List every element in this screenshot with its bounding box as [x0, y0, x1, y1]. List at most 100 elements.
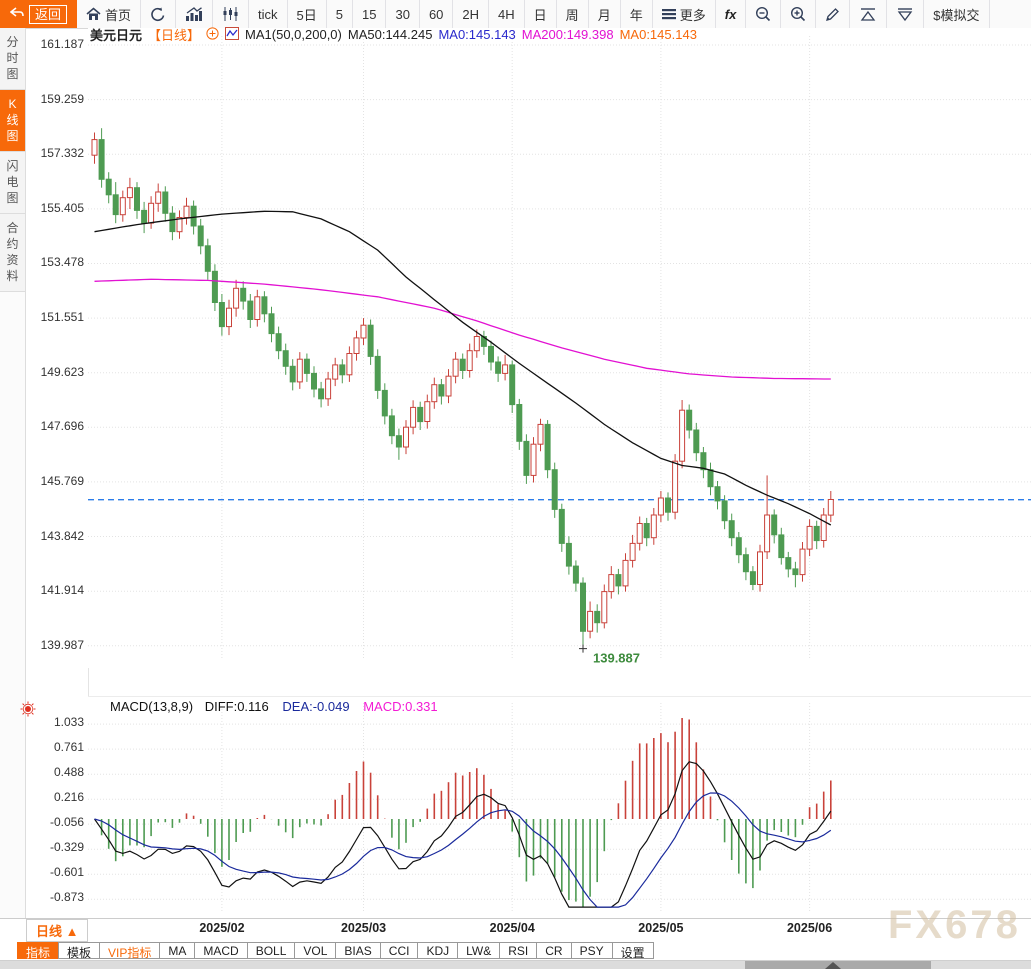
month-axis-label: 2025/04: [489, 921, 535, 935]
tab-psy[interactable]: PSY: [570, 942, 613, 959]
tf-30-button[interactable]: 30: [386, 0, 420, 28]
month-axis-label: 2025/06: [786, 921, 833, 935]
tab-rsi[interactable]: RSI: [499, 942, 538, 959]
scrollbar-grip-icon: [825, 962, 841, 969]
more-button-label: 更多: [679, 7, 706, 23]
5day-button[interactable]: 5日: [288, 0, 327, 28]
tf-15-button[interactable]: 15: [353, 0, 387, 28]
tf-week-button[interactable]: 周: [557, 0, 589, 28]
back-button[interactable]: 返回: [0, 0, 78, 28]
price-axis-label: 159.259: [40, 91, 84, 106]
home-button[interactable]: 首页: [77, 0, 142, 28]
month-axis-label: 2025/02: [199, 921, 245, 935]
tf-year-button[interactable]: 年: [621, 0, 653, 28]
bars-icon: [185, 7, 203, 21]
top-toolbar: 返回 首页 tick 5日 5 15 30 60 2H 4H 日 周 月 年 更多 fx $模拟交: [0, 0, 1031, 29]
tf-30-button-label: 30: [395, 6, 410, 22]
pencil-icon: [825, 7, 840, 22]
symbol-header: 美元日元 【日线】 MA1(50,0,200,0) MA50:144.245 M…: [90, 25, 697, 44]
more-button[interactable]: 更多: [653, 0, 716, 28]
macd-axis-label: 0.216: [53, 790, 84, 805]
tab-indicators[interactable]: 指标: [17, 942, 60, 960]
price-axis-label: 157.332: [40, 146, 84, 161]
flag-down-button[interactable]: [887, 0, 925, 28]
tf-15-button-label: 15: [362, 6, 377, 22]
menu-icon: [661, 8, 676, 20]
tf-month-button-label: 月: [597, 7, 611, 23]
sidebar-tab-time-chart[interactable]: 分时图: [0, 28, 25, 90]
macd-dea-value: DEA:-0.049: [282, 699, 350, 714]
tf-2h-button-label: 2H: [462, 6, 480, 22]
home-icon: [86, 7, 101, 21]
price-axis-label: 145.769: [40, 473, 84, 488]
bar-chart-button[interactable]: [176, 0, 214, 28]
tridown-icon: [896, 7, 914, 22]
month-axis-label: 2025/03: [340, 921, 387, 935]
tf-5-button-label: 5: [335, 6, 343, 22]
sidebar-tab-lightning-chart[interactable]: 闪电图: [0, 152, 25, 214]
price-axis-label: 149.623: [40, 364, 84, 379]
5day-button-label: 5日: [296, 7, 317, 23]
price-axis-label: 153.478: [40, 255, 84, 270]
tab-vol[interactable]: VOL: [294, 942, 337, 959]
ma0-blue-value: MA0:145.143: [438, 27, 516, 42]
svg-text:139.887: 139.887: [593, 651, 640, 666]
tab-kdj[interactable]: KDJ: [417, 942, 459, 959]
tf-month-button[interactable]: 月: [589, 0, 621, 28]
tab-settings[interactable]: 设置: [611, 942, 654, 960]
refresh-button[interactable]: [141, 0, 177, 28]
add-compare-icon[interactable]: [206, 26, 219, 43]
tf-day-button[interactable]: 日: [525, 0, 557, 28]
period-selector[interactable]: 日线 ▲: [26, 919, 89, 942]
tf-5-button[interactable]: 5: [327, 0, 353, 28]
price-axis-label: 141.914: [40, 583, 84, 598]
indicator-tab-bar: 指标 模板 VIP指标 MA MACD BOLL VOL BIAS CCI KDJ LW& RSI CR…: [17, 942, 654, 960]
zoom-in-button[interactable]: [781, 0, 817, 28]
fx-indicator-button-label: fx: [724, 6, 737, 22]
macd-indicator-chart[interactable]: [88, 696, 1031, 919]
tab-macd[interactable]: MACD: [194, 942, 248, 959]
tab-cr[interactable]: CR: [536, 942, 572, 959]
tab-lw[interactable]: LW&: [457, 942, 501, 959]
tick-button-label: tick: [258, 6, 278, 22]
macd-title[interactable]: MACD(13,8,9): [110, 699, 194, 714]
tab-vip-indicators[interactable]: VIP指标: [99, 942, 161, 960]
tick-button[interactable]: tick: [249, 0, 288, 28]
horizontal-scrollbar[interactable]: [0, 960, 1031, 969]
tf-4h-button[interactable]: 4H: [489, 0, 525, 28]
back-arrow-icon: [9, 6, 24, 22]
ma-settings-label[interactable]: MA1(50,0,200,0): [245, 27, 342, 42]
draw-button[interactable]: [816, 0, 851, 28]
tab-bias[interactable]: BIAS: [335, 942, 381, 959]
macd-axis-label: -0.601: [49, 865, 84, 880]
tab-ma[interactable]: MA: [159, 942, 196, 959]
period-tag: 【日线】: [148, 28, 201, 43]
main-candlestick-chart[interactable]: 139.887: [88, 28, 1031, 668]
macd-axis-label: 0.761: [53, 740, 84, 755]
triup-icon: [859, 7, 877, 22]
mini-chart-icon[interactable]: [225, 26, 240, 43]
tab-boll[interactable]: BOLL: [246, 942, 296, 959]
sim-trade-button-label: $模拟交: [933, 7, 980, 23]
macd-axis-label: -0.873: [49, 890, 84, 905]
sidebar-tab-contract-info[interactable]: 合约资料: [0, 214, 25, 292]
macd-axis-label: -0.329: [49, 840, 84, 855]
sim-trade-button[interactable]: $模拟交: [924, 0, 990, 28]
zoom-out-button[interactable]: [746, 0, 782, 28]
price-axis-label: 155.405: [40, 200, 84, 215]
tf-2h-button[interactable]: 2H: [453, 0, 490, 28]
flag-up-button[interactable]: [850, 0, 888, 28]
tab-templates[interactable]: 模板: [58, 942, 101, 960]
tf-60-button[interactable]: 60: [420, 0, 454, 28]
price-axis-label: 161.187: [40, 37, 84, 51]
candlestick-button[interactable]: [213, 0, 250, 28]
fx-indicator-button[interactable]: fx: [716, 0, 747, 28]
indicator-settings-icon[interactable]: [20, 701, 36, 722]
tf-60-button-label: 60: [428, 6, 444, 22]
ma50-value: MA50:144.245: [347, 27, 433, 42]
tab-cci[interactable]: CCI: [379, 942, 419, 959]
symbol-name: 美元日元: [90, 28, 143, 43]
